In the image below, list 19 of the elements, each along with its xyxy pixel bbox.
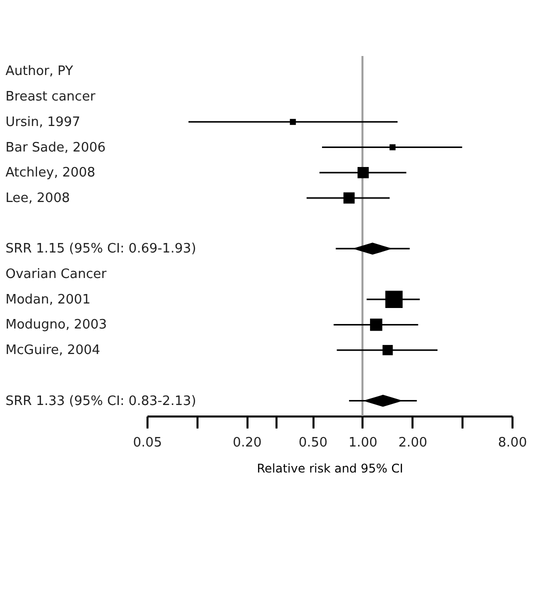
y-tick-label: Author, PY <box>6 64 74 80</box>
x-axis-title: Relative risk and 95% CI <box>256 462 404 476</box>
x-tick-label: 0.05 <box>133 436 162 450</box>
x-tick-label: 2.00 <box>398 436 428 450</box>
y-tick-label: Ursin, 1997 <box>6 114 80 130</box>
y-tick-label: Modan, 2001 <box>6 292 90 308</box>
y-tick-label: Modugno, 2003 <box>6 318 107 333</box>
x-tick-label: 1.00 <box>348 436 378 450</box>
y-tick-label: Lee, 2008 <box>6 190 70 206</box>
y-tick-label: SRR 1.33 (95% CI: 0.83-2.13) <box>6 394 196 409</box>
y-tick-label: Atchley, 2008 <box>6 166 96 181</box>
x-tick-label: 0.50 <box>298 436 328 450</box>
x-tick-label: 8.00 <box>498 436 527 450</box>
y-tick-label: SRR 1.15 (95% CI: 0.69-1.93) <box>6 242 196 257</box>
y-tick-label: McGuire, 2004 <box>6 343 100 358</box>
y-tick-label: Breast cancer <box>6 90 96 105</box>
y-tick-label: Bar Sade, 2006 <box>6 140 106 156</box>
y-tick-label: Ovarian Cancer <box>6 267 108 282</box>
x-tick-label: 0.20 <box>232 436 262 450</box>
